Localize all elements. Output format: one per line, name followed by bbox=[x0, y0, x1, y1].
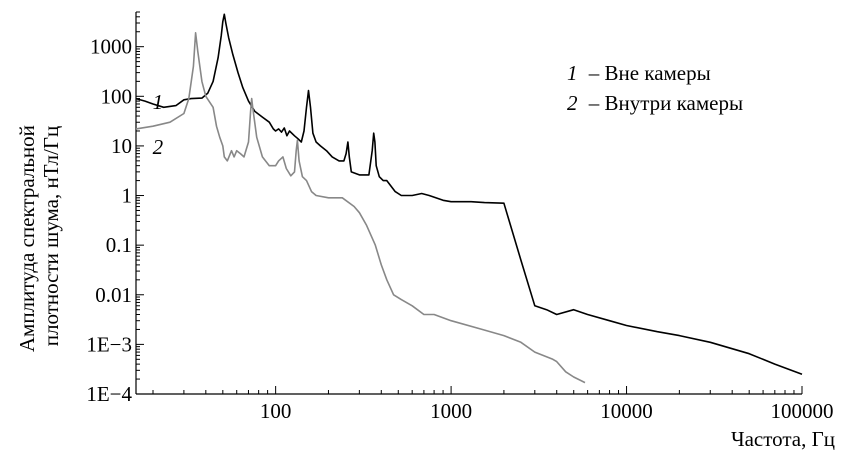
curve-labels: 12 bbox=[153, 90, 164, 159]
y-axis-title-line-1: Амплитуда спектральной bbox=[15, 125, 39, 352]
y-tick-label: 100 bbox=[101, 84, 133, 108]
y-tick-label: 1 bbox=[122, 184, 133, 208]
y-tick-label: 1E−4 bbox=[86, 382, 132, 406]
legend: 1 – Вне камеры 2 – Внутри камеры bbox=[567, 61, 743, 115]
legend-text-1: – Вне камеры bbox=[588, 61, 711, 85]
legend-number-2: 2 bbox=[567, 91, 578, 115]
x-axis-title: Частота, Гц bbox=[731, 427, 835, 451]
legend-number-1: 1 bbox=[567, 61, 578, 85]
series-layer bbox=[135, 13, 803, 384]
x-tick-label: 100 bbox=[260, 399, 292, 423]
y-axis-title-line-2: плотности шума, нТл/Гц bbox=[39, 126, 63, 346]
y-tick-label: 0.1 bbox=[106, 233, 132, 257]
x-tick-label: 100000 bbox=[771, 399, 834, 423]
y-tick-label: 1000 bbox=[90, 35, 132, 59]
legend-item-1: 1 – Вне камеры bbox=[567, 61, 711, 85]
x-tick-label: 10000 bbox=[600, 399, 653, 423]
legend-text-2: – Внутри камеры bbox=[588, 91, 743, 115]
y-axis-title: Амплитуда спектральной плотности шума, н… bbox=[15, 120, 63, 352]
y-ticks: 1000 100 10 1 0.1 0.01 1E−3 1E−4 bbox=[86, 11, 144, 406]
y-tick-label: 10 bbox=[111, 134, 132, 158]
y-tick-label: 1E−3 bbox=[86, 332, 132, 356]
legend-item-2: 2 – Внутри камеры bbox=[567, 91, 743, 115]
x-ticks: 100 1000 10000 100000 bbox=[152, 386, 834, 423]
y-tick-label: 0.01 bbox=[95, 283, 132, 307]
series-line-2 bbox=[135, 31, 586, 384]
series-line-1 bbox=[135, 13, 803, 376]
x-tick-label: 1000 bbox=[430, 399, 472, 423]
curve-label-1: 1 bbox=[153, 90, 164, 114]
curve-label-2: 2 bbox=[153, 135, 164, 159]
